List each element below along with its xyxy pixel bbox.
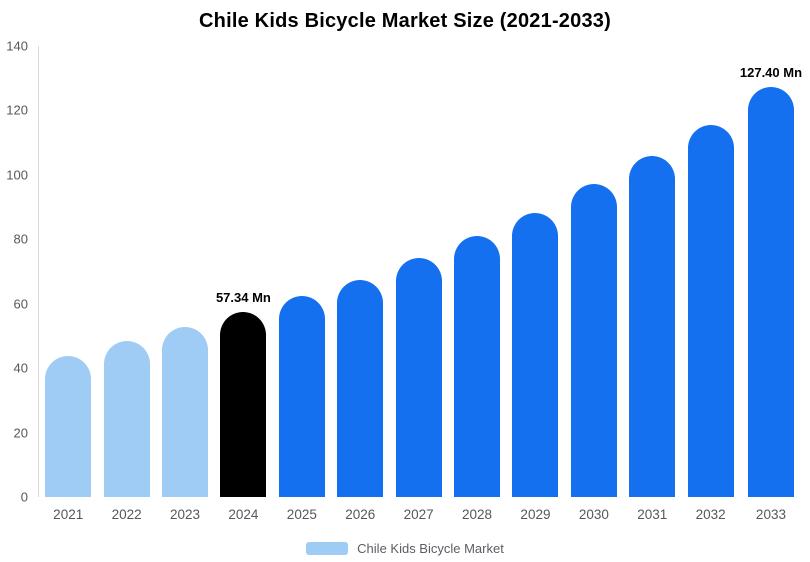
bar-slot-2026: 2026	[331, 46, 389, 522]
x-axis-tick-label-2026: 2026	[345, 507, 376, 522]
bar-2030[interactable]	[570, 183, 617, 497]
x-axis-tick-label-2033: 2033	[755, 507, 786, 522]
bar-2023[interactable]	[162, 326, 209, 497]
bar-slot-2025: 2025	[273, 46, 331, 522]
bar-slot-2028: 2028	[448, 46, 506, 522]
x-axis-tick-label-2022: 2022	[111, 507, 142, 522]
x-axis-tick-label-2028: 2028	[462, 507, 493, 522]
bar-2025[interactable]	[278, 295, 325, 497]
bar-2024[interactable]	[220, 312, 267, 497]
x-axis-tick-label-2030: 2030	[578, 507, 609, 522]
bar-2029[interactable]	[512, 212, 559, 497]
bar-2026[interactable]	[337, 279, 384, 497]
x-axis-tick-label-2027: 2027	[403, 507, 434, 522]
bar-slot-2021: 2021	[39, 46, 97, 522]
x-axis-tick-label-2024: 2024	[228, 507, 259, 522]
data-label-2033: 127.40 Mn	[739, 64, 803, 80]
x-axis-tick-label-2029: 2029	[520, 507, 551, 522]
bar-slot-2022: 2022	[97, 46, 155, 522]
y-axis-tick-label: 140	[6, 38, 28, 54]
legend-swatch[interactable]	[306, 542, 349, 555]
bar-slot-2032: 2032	[681, 46, 739, 522]
data-label-2024: 57.34 Mn	[215, 290, 271, 306]
bar-slot-2027: 2027	[389, 46, 447, 522]
y-axis-tick-label: 40	[13, 360, 28, 376]
x-axis-tick-label-2021: 2021	[53, 507, 84, 522]
x-axis-tick-label-2032: 2032	[695, 507, 726, 522]
x-axis-tick-label-2023: 2023	[169, 507, 201, 522]
x-axis-tick-label-2031: 2031	[637, 507, 668, 522]
bar-2031[interactable]	[629, 155, 676, 497]
legend[interactable]: Chile Kids Bicycle Market	[0, 541, 810, 556]
bar-slot-2030: 2030	[565, 46, 623, 522]
y-axis-tick-label: 80	[13, 231, 28, 247]
bar-2028[interactable]	[454, 236, 501, 497]
y-axis-tick-label: 0	[20, 489, 28, 505]
x-axis-tick-label-2025: 2025	[286, 507, 317, 522]
bar-slot-2023: 2023	[156, 46, 214, 522]
bar-slot-2031: 2031	[623, 46, 681, 522]
legend-label: Chile Kids Bicycle Market	[357, 541, 504, 556]
bar-2032[interactable]	[687, 124, 734, 497]
bar-slot-2033: 127.40 Mn 2033	[739, 46, 803, 522]
chart-title: Chile Kids Bicycle Market Size (2021-203…	[199, 10, 611, 32]
bar-2033[interactable]	[747, 86, 794, 497]
plot-area: 2021 2022 2023 57.34 Mn 2024 2025 2026 2027 2028…	[38, 46, 803, 522]
y-axis-tick-label: 60	[13, 296, 28, 312]
y-axis-tick-label: 20	[13, 425, 28, 441]
bar-slot-2029: 2029	[506, 46, 564, 522]
y-axis-tick-label: 120	[6, 102, 28, 118]
bar-2021[interactable]	[45, 355, 92, 497]
y-axis-tick-label: 100	[6, 167, 28, 183]
bar-2022[interactable]	[103, 341, 150, 497]
bar-2027[interactable]	[395, 257, 442, 497]
y-axis: 0 20 40 60 80 100 120 140	[0, 39, 34, 505]
bar-slot-2024: 57.34 Mn 2024	[214, 46, 272, 522]
